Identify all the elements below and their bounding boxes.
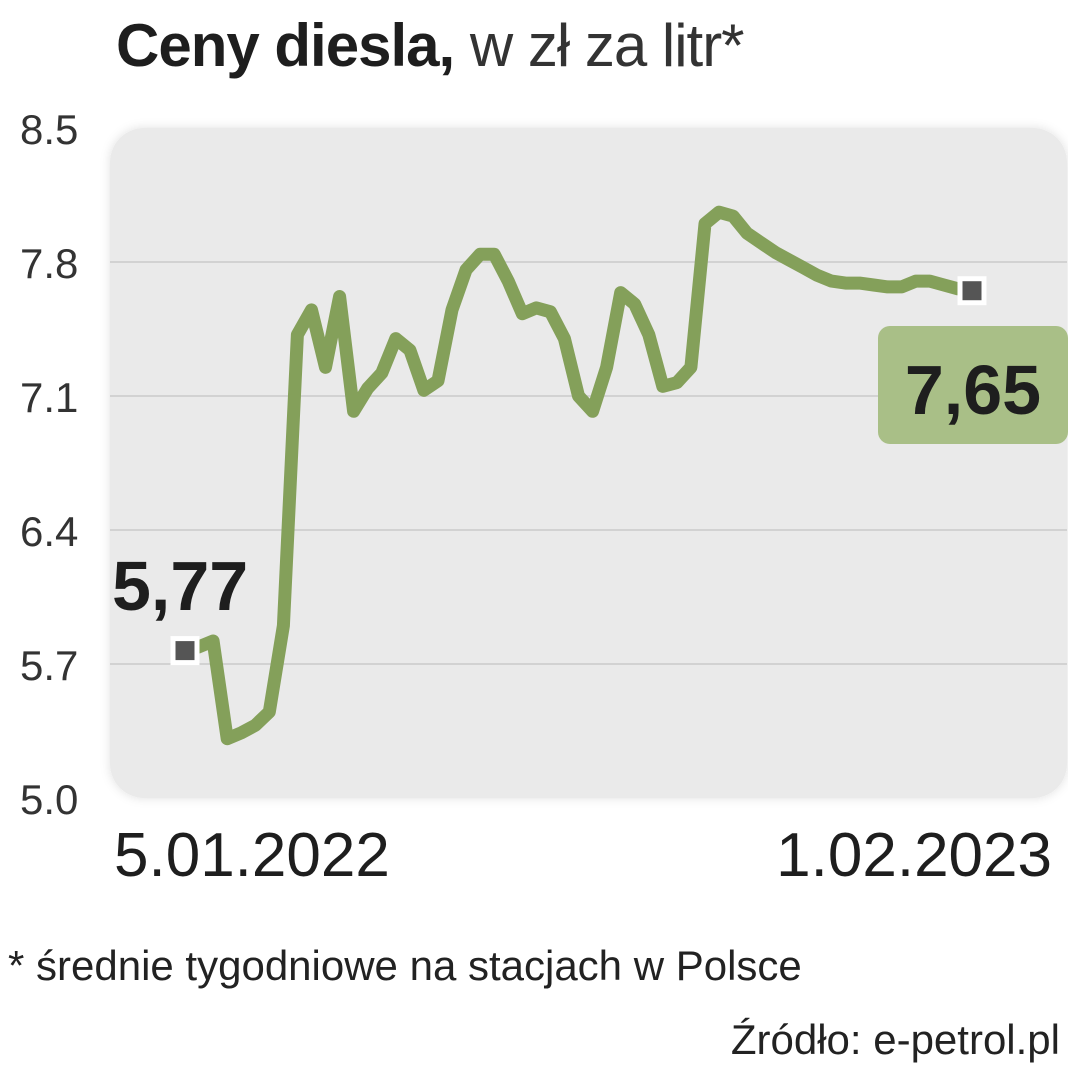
end-point-marker bbox=[957, 276, 987, 306]
diesel-price-chart: 8.5 7.8 7.1 6.4 5.7 5.0 5.01.2022 1.02.2023 5,… bbox=[20, 106, 1068, 890]
chart-title-rest: w zł za litr* bbox=[454, 12, 745, 79]
y-tick-label: 7.8 bbox=[20, 240, 78, 287]
x-tick-label: 1.02.2023 bbox=[776, 821, 1052, 890]
y-tick-label: 5.7 bbox=[20, 642, 78, 689]
x-tick-label: 5.01.2022 bbox=[114, 821, 390, 890]
start-value-label: 5,77 bbox=[112, 547, 248, 625]
chart-title-bold: Ceny diesla, bbox=[116, 12, 455, 79]
y-tick-label: 6.4 bbox=[20, 508, 78, 555]
y-tick-label: 5.0 bbox=[20, 776, 78, 823]
start-point-marker bbox=[170, 636, 200, 666]
end-value-label: 7,65 bbox=[905, 351, 1041, 429]
y-tick-label: 7.1 bbox=[20, 374, 78, 421]
footnote: * średnie tygodniowe na stacjach w Polsc… bbox=[8, 942, 802, 989]
source-credit: Źródło: e-petrol.pl bbox=[730, 1016, 1060, 1063]
end-value-label-bg bbox=[878, 326, 1068, 444]
series-line bbox=[178, 205, 979, 746]
y-tick-label: 8.5 bbox=[20, 106, 78, 153]
chart-title: Ceny diesla, w zł za litr* bbox=[116, 10, 745, 82]
plot-area bbox=[110, 128, 1067, 798]
